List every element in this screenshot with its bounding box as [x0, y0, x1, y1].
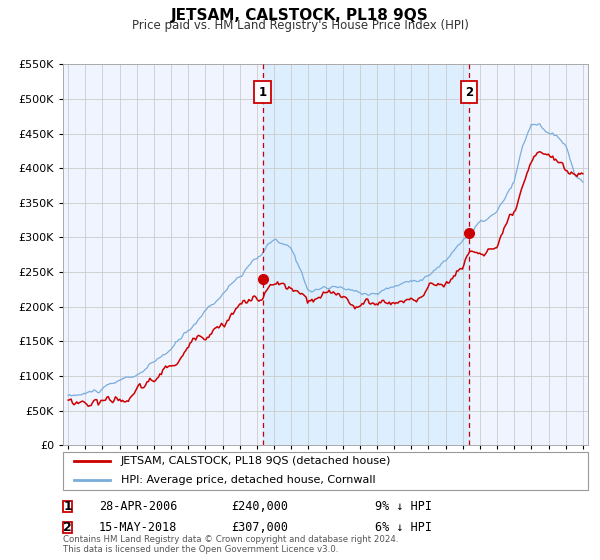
Text: 2: 2 — [465, 86, 473, 99]
Text: 6% ↓ HPI: 6% ↓ HPI — [375, 521, 432, 534]
Text: 1: 1 — [259, 86, 266, 99]
FancyBboxPatch shape — [64, 501, 72, 512]
Text: JETSAM, CALSTOCK, PL18 9QS (detached house): JETSAM, CALSTOCK, PL18 9QS (detached hou… — [121, 456, 391, 466]
FancyBboxPatch shape — [64, 522, 72, 533]
Text: 15-MAY-2018: 15-MAY-2018 — [99, 521, 178, 534]
Text: £240,000: £240,000 — [231, 500, 288, 514]
Text: 1: 1 — [63, 500, 72, 514]
Text: Price paid vs. HM Land Registry's House Price Index (HPI): Price paid vs. HM Land Registry's House … — [131, 19, 469, 32]
Text: 9% ↓ HPI: 9% ↓ HPI — [375, 500, 432, 514]
Text: Contains HM Land Registry data © Crown copyright and database right 2024.
This d: Contains HM Land Registry data © Crown c… — [63, 535, 398, 554]
Text: £307,000: £307,000 — [231, 521, 288, 534]
Text: 28-APR-2006: 28-APR-2006 — [99, 500, 178, 514]
FancyBboxPatch shape — [63, 452, 588, 490]
Text: JETSAM, CALSTOCK, PL18 9QS: JETSAM, CALSTOCK, PL18 9QS — [171, 8, 429, 24]
Text: HPI: Average price, detached house, Cornwall: HPI: Average price, detached house, Corn… — [121, 475, 376, 486]
Text: 2: 2 — [63, 521, 72, 534]
Bar — [263, 64, 469, 445]
